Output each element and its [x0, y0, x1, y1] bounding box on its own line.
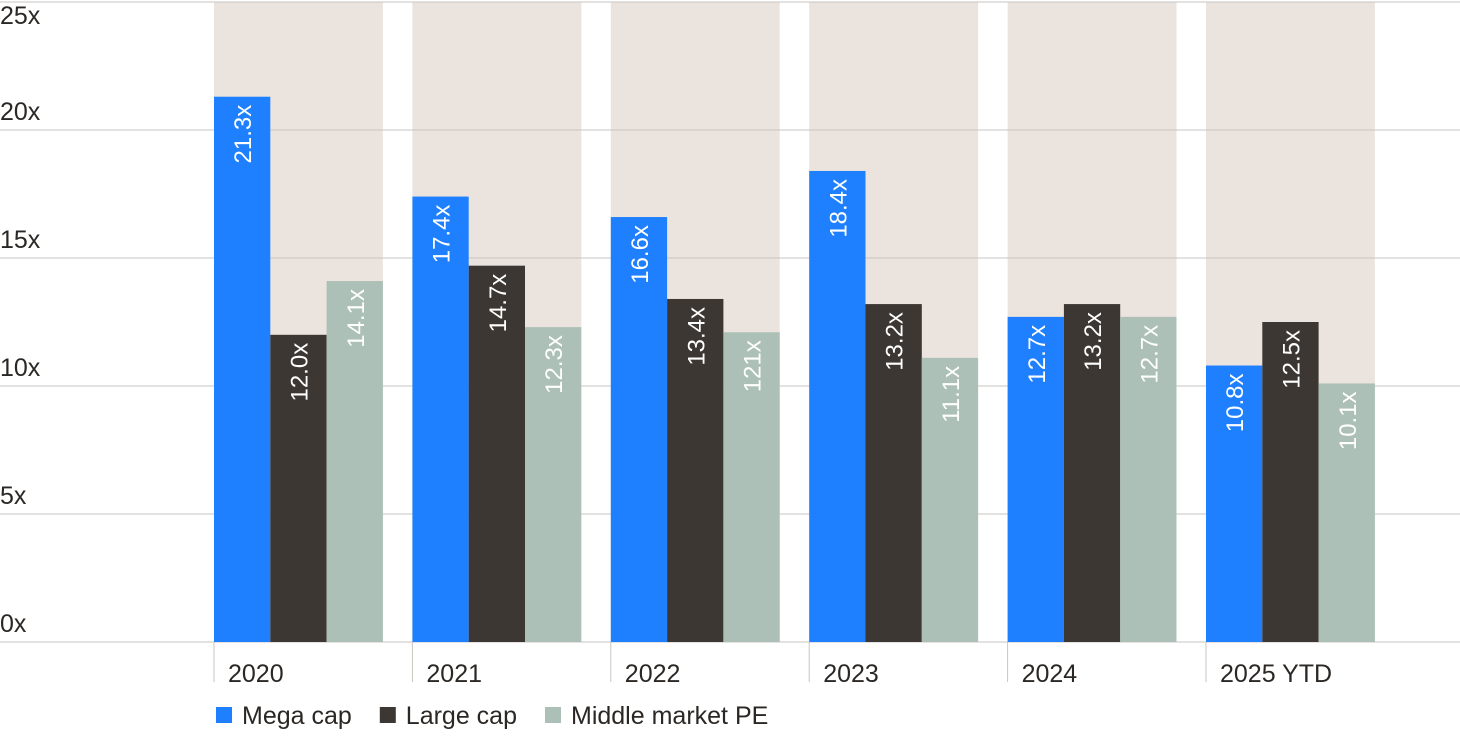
- bar-value-label: 21.3x: [230, 105, 257, 164]
- bar-value-label: 12.7x: [1136, 325, 1163, 384]
- bar-value-label: 13.2x: [882, 312, 909, 371]
- bar-mega-cap-2023: [809, 170, 866, 642]
- bar-middle-market-pe-2023: [921, 357, 979, 642]
- bar-middle-market-pe-2020: [326, 281, 383, 642]
- bar-value-label: 14.1x: [343, 289, 370, 348]
- x-tick-label: 2025 YTD: [1220, 660, 1332, 688]
- bar-large-cap-2021: [468, 265, 525, 642]
- bar-mega-cap-2025-ytd: [1206, 365, 1263, 642]
- bar-large-cap-2022: [667, 298, 724, 642]
- legend-label-0: Mega cap: [242, 702, 352, 730]
- x-tick-label: 2022: [625, 660, 681, 688]
- bar-value-label: 12.0x: [286, 343, 313, 402]
- bar-mega-cap-2020: [214, 96, 271, 643]
- y-tick-label: 20x: [0, 98, 41, 126]
- bar-middle-market-pe-2025-ytd: [1318, 383, 1375, 642]
- bar-value-label: 10.1x: [1335, 391, 1362, 450]
- y-tick-label: 25x: [0, 2, 41, 30]
- bar-large-cap-2023: [865, 304, 922, 642]
- bar-large-cap-2025-ytd: [1262, 322, 1319, 642]
- y-tick-label: 10x: [0, 354, 41, 382]
- bar-value-label: 10.8x: [1222, 374, 1249, 433]
- x-tick-label: 2024: [1022, 660, 1078, 688]
- bar-value-label: 13.2x: [1080, 312, 1107, 371]
- bar-value-label: 14.7x: [485, 274, 512, 333]
- x-tick-label: 2021: [426, 660, 482, 688]
- bar-value-label: 17.4x: [429, 205, 456, 264]
- y-tick-label: 5x: [0, 482, 27, 510]
- bar-middle-market-pe-2022: [723, 332, 780, 642]
- bar-value-label: 12.7x: [1024, 325, 1051, 384]
- bar-mega-cap-2022: [610, 217, 668, 643]
- legend-swatch-2: [545, 707, 561, 723]
- y-tick-label: 0x: [0, 610, 27, 638]
- bar-large-cap-2024: [1063, 304, 1121, 642]
- x-tick-label: 2023: [823, 660, 879, 688]
- bar-value-label: 12.3x: [541, 335, 568, 394]
- x-tick-label: 2020: [228, 660, 284, 688]
- y-tick-label: 15x: [0, 226, 41, 254]
- legend-swatch-1: [379, 707, 396, 723]
- legend-swatch-0: [216, 707, 232, 723]
- legend-label-2: Middle market PE: [571, 702, 768, 730]
- bar-mega-cap-2024: [1007, 316, 1064, 642]
- bar-value-label: 11.1x: [938, 366, 965, 423]
- legend-label-1: Large cap: [406, 702, 517, 730]
- bar-value-label: 121x: [740, 340, 767, 392]
- bar-mega-cap-2021: [412, 196, 469, 642]
- bar-middle-market-pe-2021: [525, 327, 582, 642]
- bar-value-label: 12.5x: [1278, 330, 1305, 389]
- bar-large-cap-2020: [270, 334, 327, 642]
- bar-value-label: 18.4x: [825, 179, 852, 238]
- bar-value-label: 16.6x: [627, 225, 654, 284]
- bar-value-label: 13.4x: [683, 307, 710, 366]
- bar-middle-market-pe-2024: [1120, 316, 1177, 642]
